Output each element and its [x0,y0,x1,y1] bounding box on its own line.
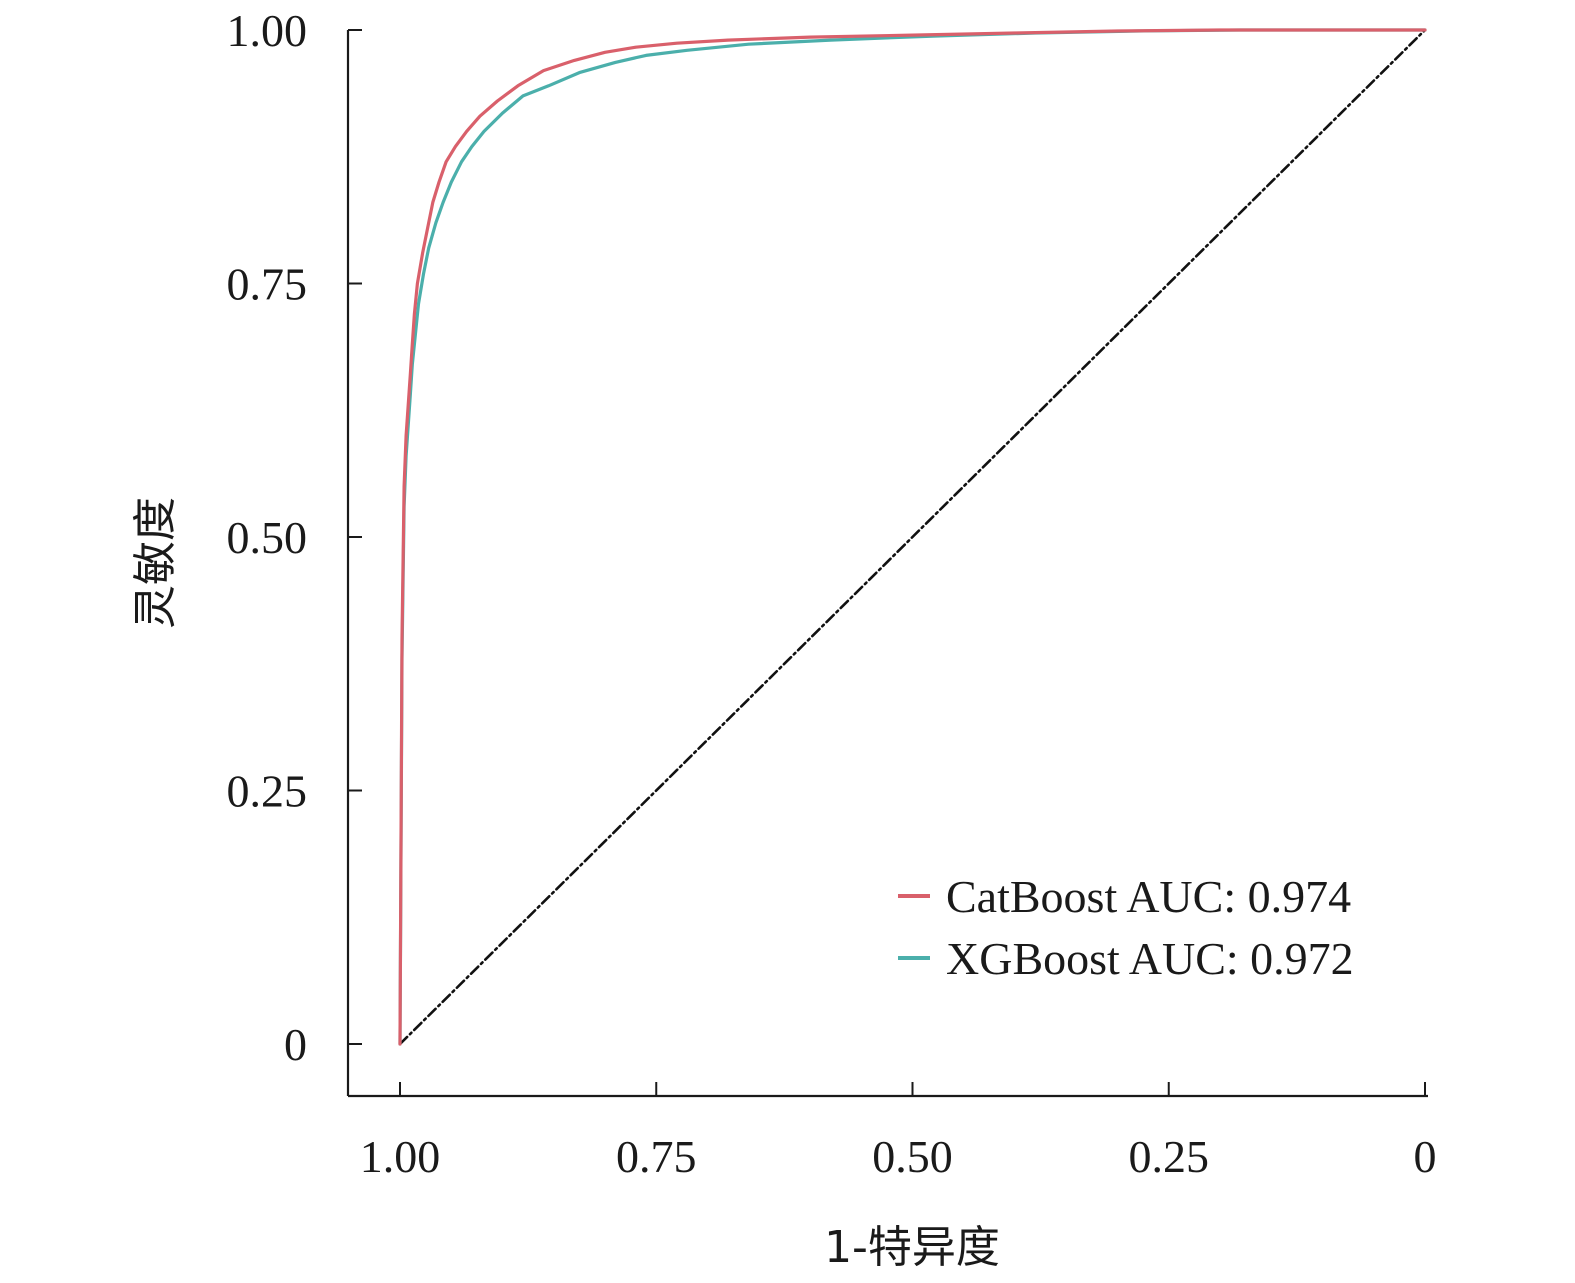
x-axis-title: 1-特异度 [824,1222,1000,1273]
y-tick-label: 0 [284,1019,307,1070]
y-tick-label: 1.00 [227,5,308,56]
legend-label: XGBoost AUC: 0.972 [946,933,1354,984]
y-axis-title: 灵敏度 [130,497,181,629]
y-tick-label: 0.75 [227,259,308,310]
x-tick-label: 0.50 [872,1131,953,1182]
reference-diagonal-line [398,28,1427,1046]
plot-area: 0 0.25 0.50 0.75 1.00 1.00 0.75 0.50 0.25 0 [227,5,1437,1182]
series-layer [398,28,1427,1046]
x-tick-label: 0.25 [1129,1131,1210,1182]
legend: CatBoost AUC: 0.974 XGBoost AUC: 0.972 [898,871,1354,984]
x-tick-label: 0.75 [616,1131,697,1182]
legend-label: CatBoost AUC: 0.974 [946,871,1351,922]
x-tick-label: 1.00 [360,1131,441,1182]
roc-curve-catboost [398,28,1427,1046]
y-tick-label: 0.50 [227,512,308,563]
y-tick-label: 0.25 [227,766,308,817]
x-tick-label: 0 [1414,1131,1437,1182]
y-ticks: 0 0.25 0.50 0.75 1.00 [227,5,362,1070]
x-ticks: 1.00 0.75 0.50 0.25 0 [360,1082,1437,1182]
